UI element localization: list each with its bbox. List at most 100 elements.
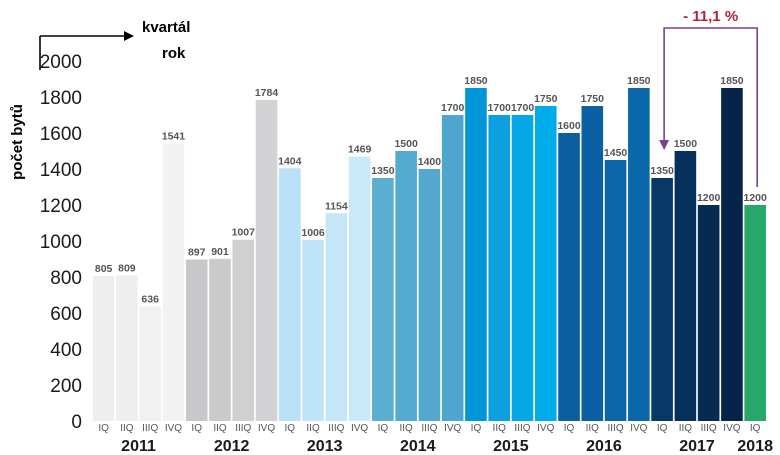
- quarter-labels-group: IQ IIQ IIIQ IVQ IQ IIQ IIIQ IVQ IQ IIQ IIIQ IVQ IQ II…: [98, 423, 760, 434]
- arrow-down-icon: [659, 140, 670, 150]
- y-tick-label: 2000: [40, 52, 82, 73]
- quarter-tick-label: IIIQ: [142, 423, 158, 434]
- bar-value-label: 1784: [255, 87, 279, 99]
- y-tick-label: 1400: [40, 160, 82, 181]
- bar: [488, 115, 511, 421]
- bar: [465, 88, 487, 421]
- quarter-tick-label: IQ: [564, 423, 575, 434]
- quarter-tick-label: IVQ: [537, 423, 554, 434]
- year-label: 2016: [586, 438, 622, 455]
- bar-value-label: 1541: [162, 131, 186, 143]
- y-tick-label: 0: [71, 412, 82, 433]
- bar-value-label: 1007: [232, 227, 256, 239]
- bar: [232, 239, 255, 421]
- y-tick-label: 800: [50, 268, 82, 289]
- quarter-tick-label: IIQ: [679, 423, 693, 434]
- quarter-tick-label: IIIQ: [421, 423, 437, 434]
- bar: [441, 115, 464, 421]
- y-tick-label: 1000: [40, 232, 82, 253]
- bar-value-label: 1350: [371, 165, 395, 177]
- quarter-tick-label: IIQ: [213, 423, 227, 434]
- quarter-tick-label: IQ: [98, 423, 109, 434]
- bar-value-label: 636: [141, 294, 159, 306]
- bar-value-label: 1750: [534, 93, 558, 105]
- bar: [395, 151, 417, 421]
- y-tick-label: 1800: [40, 88, 82, 109]
- bar-value-label: 1500: [674, 138, 698, 150]
- bar-value-label: 1450: [604, 147, 628, 159]
- quarter-tick-label: IVQ: [165, 423, 182, 434]
- year-label: 2013: [307, 438, 343, 455]
- year-label: 2011: [121, 438, 156, 455]
- quarter-tick-label: IIIQ: [608, 423, 624, 434]
- bar: [302, 239, 324, 421]
- quarter-tick-label: IQ: [657, 423, 668, 434]
- quarter-tick-label: IVQ: [630, 423, 647, 434]
- bar: [162, 143, 185, 421]
- bar: [511, 115, 534, 421]
- y-tick-label: 1600: [40, 124, 82, 145]
- quarter-tick-label: IQ: [191, 423, 202, 434]
- bar: [325, 213, 348, 421]
- quarter-tick-label: IIQ: [399, 423, 413, 434]
- bar: [534, 106, 557, 421]
- y-tick-label: 200: [50, 376, 82, 397]
- bar-value-label: 1700: [441, 102, 465, 114]
- year-labels-group: 2011 2012 2013 2014 2015 2016 2017 2018: [121, 438, 773, 455]
- bar-value-label: 897: [188, 247, 206, 259]
- quarter-tick-label: IIIQ: [701, 423, 717, 434]
- bar: [651, 178, 673, 421]
- arrow-right-icon: [124, 31, 134, 41]
- y-tick-label: 1200: [40, 196, 82, 217]
- x-axis-title-quarter: kvartál: [142, 19, 190, 36]
- bar: [139, 306, 161, 421]
- year-label: 2015: [493, 438, 529, 455]
- bar: [278, 168, 301, 421]
- quarter-tick-label: IVQ: [258, 423, 275, 434]
- year-label: 2018: [737, 438, 773, 455]
- x-axis-title-year: rok: [162, 45, 186, 62]
- bar-value-label: 805: [95, 263, 113, 275]
- bar-value-label: 901: [211, 246, 229, 258]
- year-label: 2012: [214, 438, 250, 455]
- bar: [372, 178, 394, 421]
- quarter-tick-label: IIQ: [120, 423, 134, 434]
- change-annotation-label: - 11,1 %: [683, 8, 738, 25]
- bar: [255, 99, 278, 421]
- bar: [185, 259, 208, 421]
- quarter-tick-label: IIQ: [493, 423, 507, 434]
- bar-value-label: 809: [118, 262, 136, 274]
- year-label: 2017: [679, 438, 715, 455]
- change-annotation: - 11,1 %: [659, 8, 758, 187]
- bar: [697, 205, 720, 421]
- quarter-tick-label: IIQ: [586, 423, 600, 434]
- bar-value-label: 1404: [278, 155, 302, 167]
- quarter-tick-label: IIIQ: [514, 423, 530, 434]
- bar-value-label: 1200: [744, 192, 768, 204]
- bar-value-label: 1154: [325, 200, 348, 212]
- bar-value-label: 1700: [511, 102, 535, 114]
- bar-value-label: 1469: [348, 144, 372, 156]
- bar-value-label: 1350: [650, 165, 674, 177]
- bar-value-label: 1750: [581, 93, 605, 105]
- quarter-tick-label: IIIQ: [328, 423, 344, 434]
- bar-value-label: 1500: [394, 138, 418, 150]
- bar: [116, 275, 138, 421]
- bar: [721, 88, 743, 421]
- bar: [558, 133, 580, 421]
- quarter-tick-label: IQ: [378, 423, 389, 434]
- y-tick-label: 400: [50, 340, 82, 361]
- quarter-tick-label: IQ: [285, 423, 296, 434]
- quarter-tick-label: IIQ: [306, 423, 320, 434]
- bar-value-label: 1700: [488, 102, 512, 114]
- bar-value-label: 1600: [557, 120, 581, 132]
- bar-value-label: 1850: [464, 75, 488, 87]
- y-axis: 0 200 400 600 800 1000 1200 1400 1600 1800 2000: [40, 52, 82, 433]
- bar-value-label: 1850: [720, 75, 744, 87]
- bar: [581, 106, 604, 421]
- bar-value-label: 1850: [627, 75, 651, 87]
- quarter-tick-label: IVQ: [723, 423, 740, 434]
- bar: [418, 169, 441, 421]
